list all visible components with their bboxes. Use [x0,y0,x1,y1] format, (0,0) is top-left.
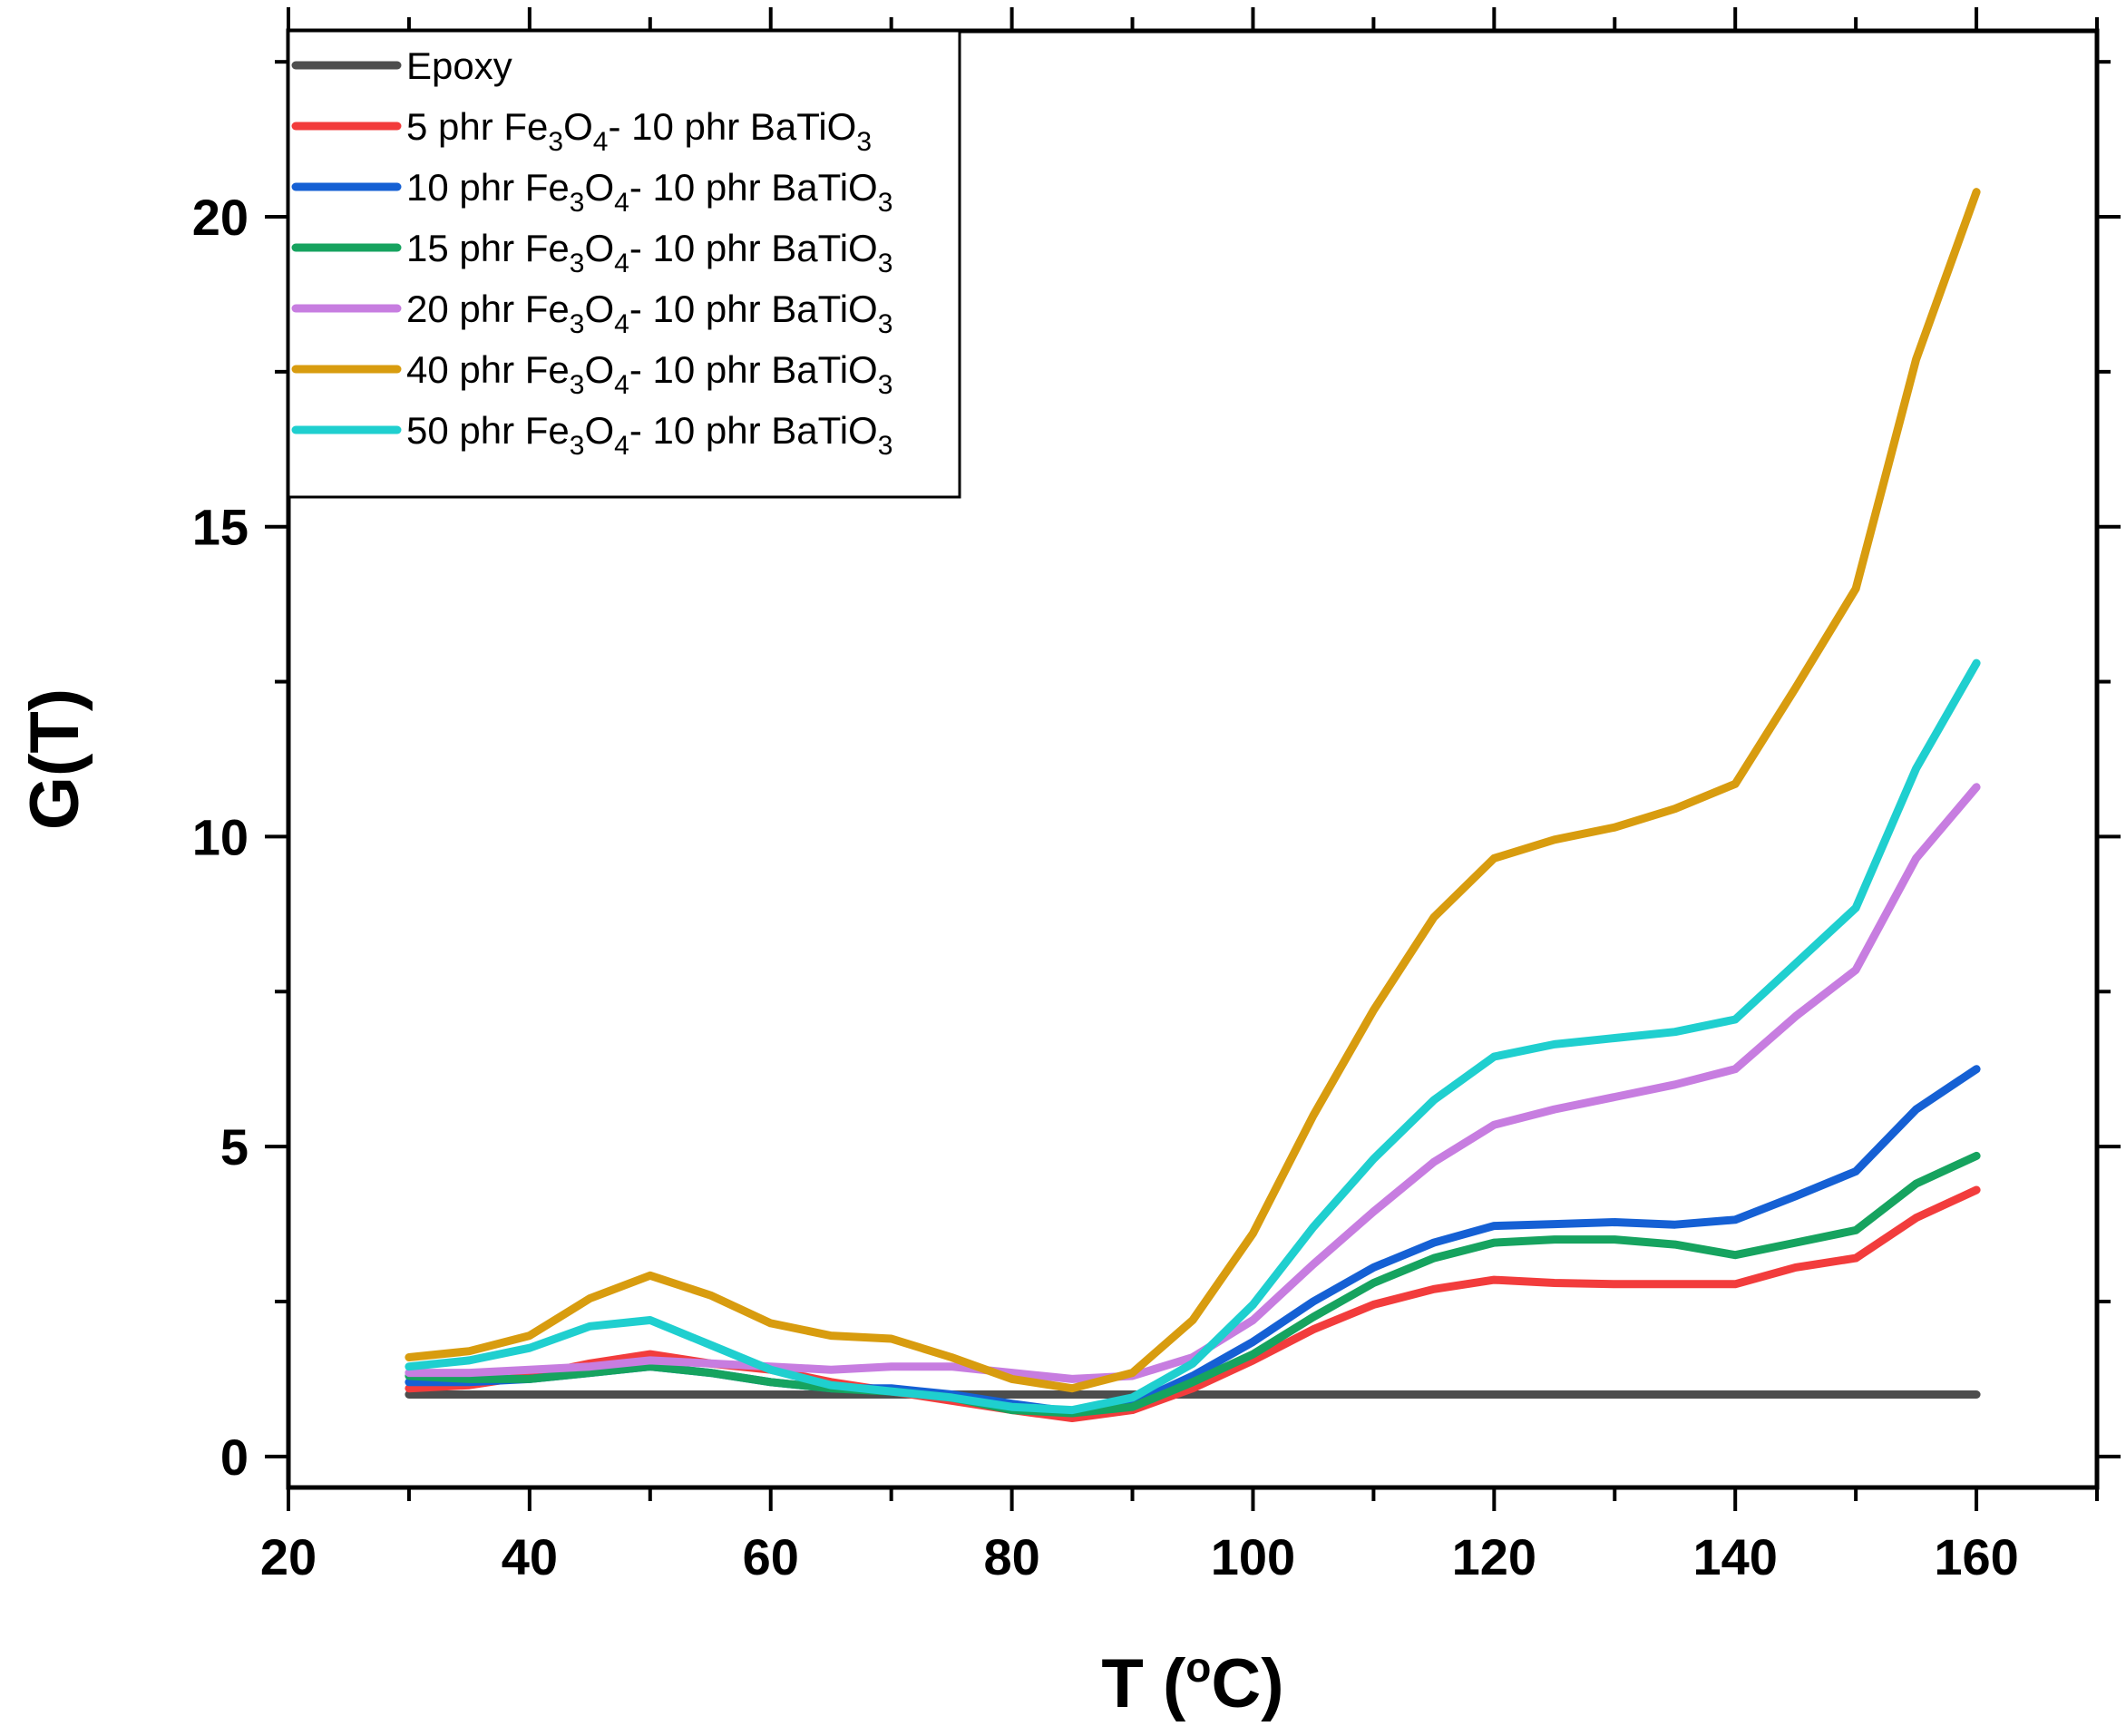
legend-subscript: 3 [878,188,893,218]
legend-subscript: 3 [878,249,893,278]
legend-subscript: 3 [570,249,585,278]
series-line-6 [405,658,1981,1415]
y-tick-label: 0 [220,1429,249,1486]
y-tick-label: 10 [192,808,249,865]
legend-text-part: - 10 phr BaTiO [629,409,878,452]
y-tick-label: 5 [220,1118,249,1175]
legend-subscript: 3 [878,309,893,339]
legend-subscript: 3 [856,127,872,157]
legend-text-part: 5 phr Fe [406,105,548,148]
legend-label-0: Epoxy [406,44,512,87]
legend-text-part: O [563,105,593,148]
legend-text-part: O [584,409,614,452]
legend-text-part: - 10 phr BaTiO [629,166,878,209]
x-tick-label: 60 [743,1528,799,1585]
legend-subscript: 4 [614,370,629,400]
legend-text-part: Epoxy [406,44,512,87]
legend-text-part: - 10 phr BaTiO [608,105,856,148]
legend-text-part: O [584,348,614,391]
legend-subscript: 3 [570,188,585,218]
legend-text-part: - 10 phr BaTiO [629,348,878,391]
plot-lines [405,188,1981,1422]
x-tick-label: 160 [1934,1528,2018,1585]
series-line-3 [405,1151,1981,1418]
legend-subscript: 3 [570,370,585,400]
x-axis-title: T (oC) [1101,1643,1283,1722]
x-tick-label: 20 [260,1528,317,1585]
x-axis-title-end: C) [1211,1645,1283,1722]
legend-subscript: 4 [614,431,629,461]
plot-frame [286,28,2100,1490]
legend-subscript: 3 [878,431,893,461]
legend-text-part: 10 phr Fe [406,166,570,209]
axes: 20 40 60 80 100 120 140 160 0 5 10 15 20 [192,7,2121,1585]
y-tick-label: 20 [192,189,249,246]
legend-subscript: 3 [570,309,585,339]
series-line-5 [405,188,1981,1393]
y-tick-label: 15 [192,499,249,556]
series-line-1 [405,1185,1981,1422]
legend-subscript: 4 [593,127,609,157]
legend-label-2: 10 phr Fe3O4- 10 phr BaTiO3 [406,166,892,218]
legend-subscript: 4 [614,188,629,218]
legend-subscript: 4 [614,249,629,278]
x-axis-title-degree: o [1185,1643,1211,1691]
legend-label-4: 20 phr Fe3O4- 10 phr BaTiO3 [406,288,892,339]
legend-text-part: - 10 phr BaTiO [629,288,878,330]
legend-label-1: 5 phr Fe3O4- 10 phr BaTiO3 [406,105,872,157]
legend-subscript: 3 [878,370,893,400]
legend-subscript: 3 [548,127,563,157]
legend-text-part: 50 phr Fe [406,409,570,452]
legend-label-6: 50 phr Fe3O4- 10 phr BaTiO3 [406,409,892,461]
x-tick-label: 80 [983,1528,1039,1585]
y-axis-title: G(T) [16,688,93,830]
series-line-4 [405,783,1981,1383]
legend-text-part: 15 phr Fe [406,227,570,269]
legend-text-part: O [584,166,614,209]
legend-text-part: O [584,288,614,330]
legend-text-part: - 10 phr BaTiO [629,227,878,269]
x-tick-label: 140 [1692,1528,1777,1585]
x-tick-label: 100 [1211,1528,1295,1585]
legend-text-part: 40 phr Fe [406,348,570,391]
legend-subscript: 4 [614,309,629,339]
x-axis-title-main: T ( [1101,1645,1186,1722]
x-tick-label: 120 [1452,1528,1536,1585]
legend-text-part: 20 phr Fe [406,288,570,330]
legend-text-part: O [584,227,614,269]
x-tick-label: 40 [502,1528,558,1585]
legend-subscript: 3 [570,431,585,461]
legend-label-5: 40 phr Fe3O4- 10 phr BaTiO3 [406,348,892,400]
legend-box [287,29,961,499]
legend-label-3: 15 phr Fe3O4- 10 phr BaTiO3 [406,227,892,278]
